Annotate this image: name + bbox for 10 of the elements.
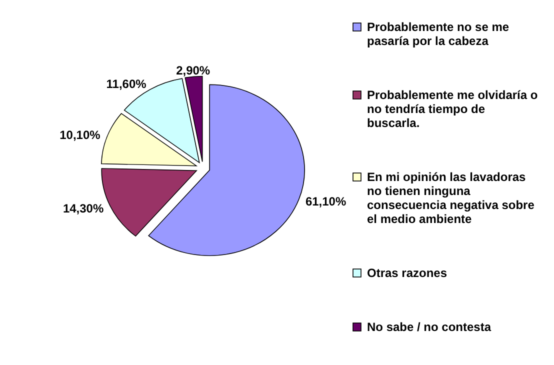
data-label: 14,30% xyxy=(62,201,104,216)
legend-label: No sabe / no contesta xyxy=(367,320,492,334)
data-label: 10,10% xyxy=(60,128,101,142)
data-label: 2,90% xyxy=(176,63,210,78)
data-label: 61,10% xyxy=(305,194,346,209)
legend-label: Otras razones xyxy=(367,266,448,280)
legend-label: En mi opinión las lavadoras no tienen ninguna consecuencia negativa sobre el medio ambiente xyxy=(367,170,535,226)
legend-label: Probablemente me olvidaría o no tendría tiempo de buscarla. xyxy=(367,88,538,130)
legend-label: Probablemente no se me pasaría por la cabeza xyxy=(367,20,510,48)
data-label: 11,60% xyxy=(106,77,147,92)
